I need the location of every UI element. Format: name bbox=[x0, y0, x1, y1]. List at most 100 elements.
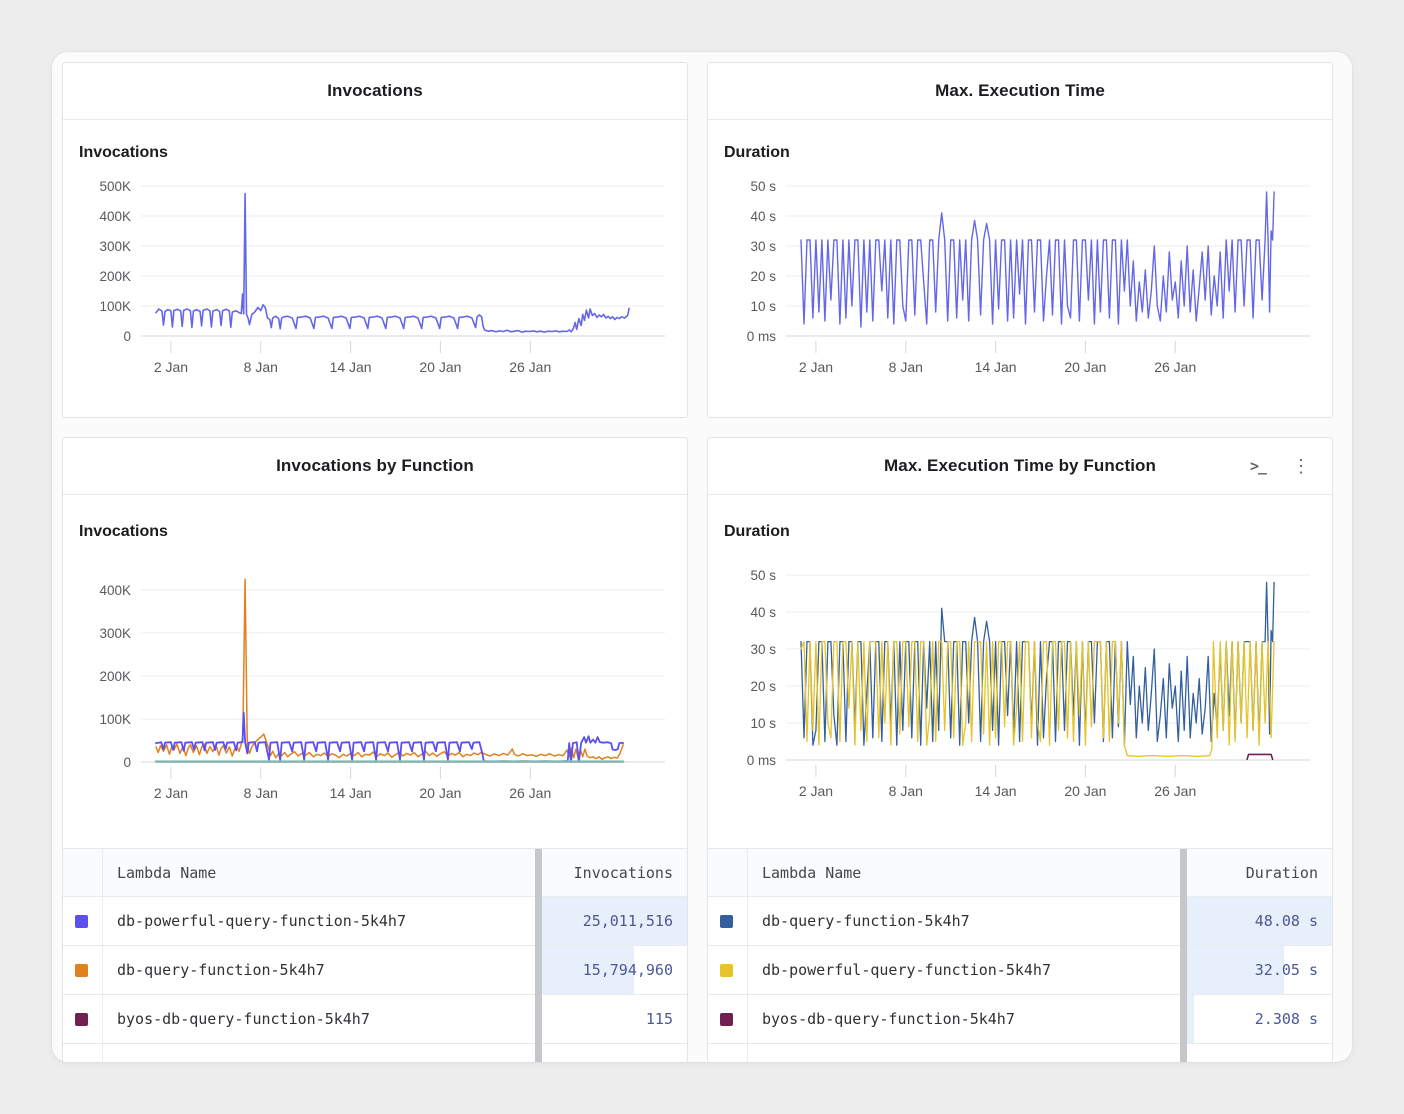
invocations-column-header[interactable]: Invocations bbox=[573, 863, 673, 882]
swatch-cell bbox=[708, 897, 747, 945]
series-color-swatch[interactable] bbox=[75, 963, 88, 977]
x-axis-tick-label: 26 Jan bbox=[1154, 359, 1196, 375]
x-axis-tick-label: 20 Jan bbox=[419, 359, 461, 375]
swatch-cell bbox=[63, 897, 102, 945]
value-text: 15,794,960 bbox=[582, 961, 673, 979]
max-execution-time-by-function-chart-canvas[interactable]: 0 ms 10 s 20 s 30 s 40 s 50 s 2 Jan 8 Jan 14 Jan… bbox=[708, 545, 1333, 848]
y-axis-tick-label: 200K bbox=[99, 669, 131, 684]
table-header-row: Lambda Name Duration bbox=[708, 849, 1332, 897]
x-axis-tick-label: 26 Jan bbox=[509, 359, 551, 375]
y-axis-tick-label: 40 s bbox=[750, 209, 776, 224]
x-axis-tick-label: 2 Jan bbox=[799, 783, 833, 799]
x-axis-tick-label: 2 Jan bbox=[154, 359, 188, 375]
y-axis-tick-label: 0 bbox=[123, 329, 131, 344]
panel-invocations: Invocations Invocations 0 100K 200K 300K 400… bbox=[62, 62, 688, 418]
value-gauge-bar bbox=[1187, 946, 1284, 994]
table-row: db-powerful-query-function-5k4h7 32.05 s bbox=[708, 946, 1332, 995]
x-axis-tick-label: 14 Jan bbox=[330, 785, 372, 801]
y-axis-tick-label: 300K bbox=[99, 239, 131, 254]
y-axis-tick-label: 200K bbox=[99, 269, 131, 284]
table-row: byos-db-query-function-5k4h7 2.308 s bbox=[708, 995, 1332, 1044]
panel-invocations-by-function: Invocations by Function Invocations 0 100… bbox=[62, 437, 688, 1062]
value-gauge-bar bbox=[542, 946, 634, 994]
series-color-swatch[interactable] bbox=[720, 914, 733, 928]
series-color-swatch[interactable] bbox=[75, 914, 88, 928]
series-line bbox=[155, 192, 630, 333]
panel-title: Invocations by Function bbox=[276, 456, 474, 475]
y-axis-tick-label: 100K bbox=[99, 712, 131, 727]
value-cell: 115 bbox=[542, 995, 687, 1043]
lambda-name-cell[interactable]: db-query-function-5k4h7 bbox=[102, 946, 542, 994]
x-axis-tick-label: 14 Jan bbox=[975, 783, 1017, 799]
value-gauge-bar bbox=[1187, 897, 1332, 945]
x-axis-tick-label: 8 Jan bbox=[889, 783, 923, 799]
terminal-icon[interactable]: >_ bbox=[1249, 457, 1267, 475]
invocations-legend-table: Lambda Name Invocations db-powerful-quer… bbox=[63, 848, 687, 1062]
series-color-swatch[interactable] bbox=[720, 963, 733, 977]
value-text: 2.308 s bbox=[1254, 1010, 1318, 1028]
table-scrollbar[interactable] bbox=[535, 849, 542, 1062]
lambda-name-column-header[interactable]: Lambda Name bbox=[747, 849, 1187, 896]
swatch-column-header bbox=[63, 849, 102, 896]
value-cell: 25,011,516 bbox=[542, 897, 687, 945]
x-axis-tick-label: 2 Jan bbox=[799, 359, 833, 375]
series-line bbox=[155, 711, 624, 763]
x-axis-tick-label: 2 Jan bbox=[154, 785, 188, 801]
panel-invocations-by-function-header[interactable]: Invocations by Function bbox=[63, 438, 687, 495]
table-scrollbar[interactable] bbox=[1180, 849, 1187, 1062]
y-axis-tick-label: 30 s bbox=[750, 239, 776, 254]
table-row: db-query-function-5k4h7 48.08 s bbox=[708, 897, 1332, 946]
series-color-swatch[interactable] bbox=[75, 1012, 88, 1026]
swatch-column-header bbox=[708, 849, 747, 896]
y-axis-tick-label: 500K bbox=[99, 179, 131, 194]
max-execution-time-chart-canvas[interactable]: 0 ms 10 s 20 s 30 s 40 s 50 s 2 Jan 8 Jan 14 Jan… bbox=[708, 172, 1333, 384]
panel-max-execution-time-by-function: Max. Execution Time by Function >_ ⋮ Dur… bbox=[707, 437, 1333, 1062]
panel-title: Max. Execution Time by Function bbox=[884, 456, 1156, 475]
y-axis-tick-label: 300K bbox=[99, 626, 131, 641]
panel-max-execution-time-header[interactable]: Max. Execution Time bbox=[708, 63, 1332, 120]
series-line bbox=[155, 578, 624, 761]
lambda-name-cell[interactable]: db-powerful-query-function-5k4h7 bbox=[102, 897, 542, 945]
series-line bbox=[800, 640, 1275, 757]
x-axis-tick-label: 14 Jan bbox=[330, 359, 372, 375]
y-axis-tick-label: 20 s bbox=[750, 679, 776, 694]
lambda-name-cell[interactable]: db-powerful-query-function-5k4h7 bbox=[747, 946, 1187, 994]
lambda-name-cell[interactable]: byos-db-query-function-5k4h7 bbox=[747, 995, 1187, 1043]
value-cell: 32.05 s bbox=[1187, 946, 1332, 994]
dashboard-canvas: Invocations Invocations 0 100K 200K 300K 400… bbox=[52, 52, 1352, 1062]
invocations-chart-canvas[interactable]: 0 100K 200K 300K 400K 500K 2 Jan 8 Jan 14 Jan 20 … bbox=[63, 172, 688, 384]
swatch-cell bbox=[708, 946, 747, 994]
x-axis-tick-label: 26 Jan bbox=[1154, 783, 1196, 799]
lambda-name-cell[interactable]: db-query-function-5k4h7 bbox=[747, 897, 1187, 945]
value-text: 48.08 s bbox=[1254, 912, 1318, 930]
y-axis-metric-label: Duration bbox=[724, 523, 790, 540]
panel-grid: Invocations Invocations 0 100K 200K 300K 400… bbox=[62, 62, 1352, 1062]
table-row: db-query-function-5k4h7 15,794,960 bbox=[63, 946, 687, 995]
panel-max-execution-time-by-function-header[interactable]: Max. Execution Time by Function >_ ⋮ bbox=[708, 438, 1332, 495]
y-axis-tick-label: 0 ms bbox=[747, 753, 777, 768]
lambda-name-cell[interactable]: byos-db-query-function-5k4h7 bbox=[102, 995, 542, 1043]
y-axis-tick-label: 30 s bbox=[750, 642, 776, 657]
swatch-cell bbox=[708, 995, 747, 1043]
y-axis-tick-label: 50 s bbox=[750, 568, 776, 583]
y-axis-tick-label: 20 s bbox=[750, 269, 776, 284]
y-axis-metric-label: Invocations bbox=[79, 144, 168, 161]
series-color-swatch[interactable] bbox=[720, 1012, 733, 1026]
table-row: db-powerful-query-function-5k4h7 25,011,5… bbox=[63, 897, 687, 946]
invocations-by-function-chart-canvas[interactable]: 0 100K 200K 300K 400K 2 Jan 8 Jan 14 Jan 20 Jan 2… bbox=[63, 545, 688, 848]
panel-max-execution-time: Max. Execution Time Duration 0 ms 10 s 20 … bbox=[707, 62, 1333, 418]
kebab-menu-icon[interactable]: ⋮ bbox=[1292, 456, 1310, 476]
value-text: 115 bbox=[645, 1010, 673, 1028]
x-axis-tick-label: 20 Jan bbox=[1064, 783, 1106, 799]
y-axis-tick-label: 50 s bbox=[750, 179, 776, 194]
duration-column-header[interactable]: Duration bbox=[1245, 863, 1318, 882]
value-cell: 48.08 s bbox=[1187, 897, 1332, 945]
panel-invocations-header[interactable]: Invocations bbox=[63, 63, 687, 120]
swatch-cell bbox=[63, 995, 102, 1043]
table-header-row: Lambda Name Invocations bbox=[63, 849, 687, 897]
y-axis-tick-label: 40 s bbox=[750, 605, 776, 620]
lambda-name-column-header[interactable]: Lambda Name bbox=[102, 849, 542, 896]
value-gauge-bar bbox=[542, 897, 687, 945]
series-line bbox=[800, 191, 1275, 328]
